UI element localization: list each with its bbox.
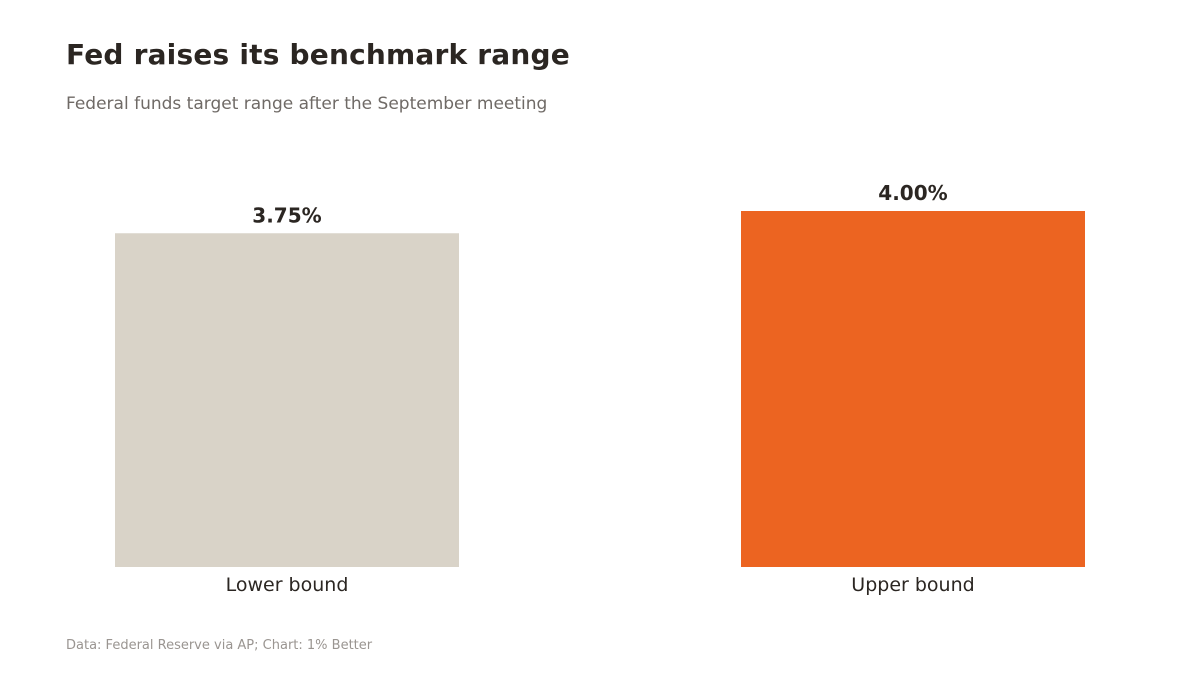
category-label-upper-bound: Upper bound	[851, 574, 974, 596]
value-label-upper-bound: 4.00%	[878, 181, 947, 205]
category-label-lower-bound: Lower bound	[226, 574, 349, 596]
source-note: Data: Federal Reserve via AP; Chart: 1% …	[66, 638, 373, 653]
chart-subtitle: Federal funds target range after the Sep…	[66, 94, 548, 114]
chart-title: Fed raises its benchmark range	[66, 38, 570, 71]
value-label-lower-bound: 3.75%	[252, 203, 321, 227]
bar-upper-bound	[741, 211, 1085, 567]
bar-lower-bound	[115, 233, 459, 567]
